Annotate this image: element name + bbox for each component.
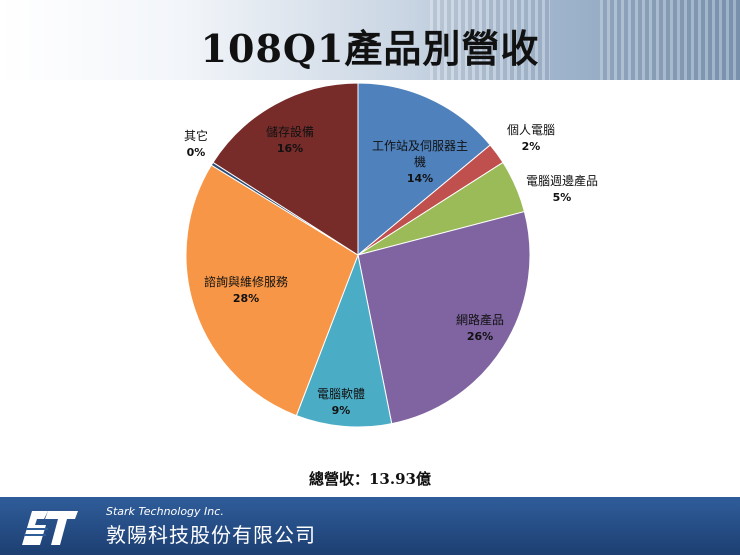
company-name-zh: 敦陽科技股份有限公司 [106, 523, 316, 547]
slice-value-0: 14% [407, 172, 433, 185]
slice-label-0: 工作站及伺服器主 [372, 139, 468, 153]
slice-value-3: 26% [467, 330, 493, 343]
slice-value-4: 9% [332, 404, 351, 417]
total-revenue-label: 總營收：13.93億 [309, 470, 431, 488]
pie-slice-0 [357, 82, 491, 257]
company-name-en: Stark Technology Inc. [106, 505, 224, 518]
slice-label-6: 其它 [184, 128, 208, 143]
slice-label-0: 機 [414, 154, 426, 169]
page-title: 108Q1產品別營收 [200, 26, 540, 71]
footer-bar [0, 497, 740, 555]
slice-label-7: 儲存設備 [266, 124, 314, 139]
slice-label-3: 網路產品 [456, 312, 504, 327]
header-banner [0, 0, 740, 80]
slice-label-1: 個人電腦 [507, 122, 555, 137]
slice-label-4: 電腦軟體 [317, 386, 365, 401]
slice-value-5: 28% [233, 292, 259, 305]
header-building-stripes [430, 0, 550, 80]
slice-value-1: 2% [522, 140, 541, 153]
pie-slice-5 [185, 164, 359, 417]
pie-slice-7 [212, 82, 359, 256]
slice-value-2: 5% [553, 191, 572, 204]
slice-value-6: 0% [187, 146, 206, 159]
company-logo [22, 511, 78, 545]
header-building-stripes [600, 0, 740, 80]
pie-slice-3 [357, 210, 531, 425]
pie-slice-4 [295, 253, 393, 428]
slice-label-2: 電腦週邊產品 [526, 173, 598, 188]
slice-value-7: 16% [277, 142, 303, 155]
slice-label-5: 諮詢與維修服務 [204, 274, 288, 289]
